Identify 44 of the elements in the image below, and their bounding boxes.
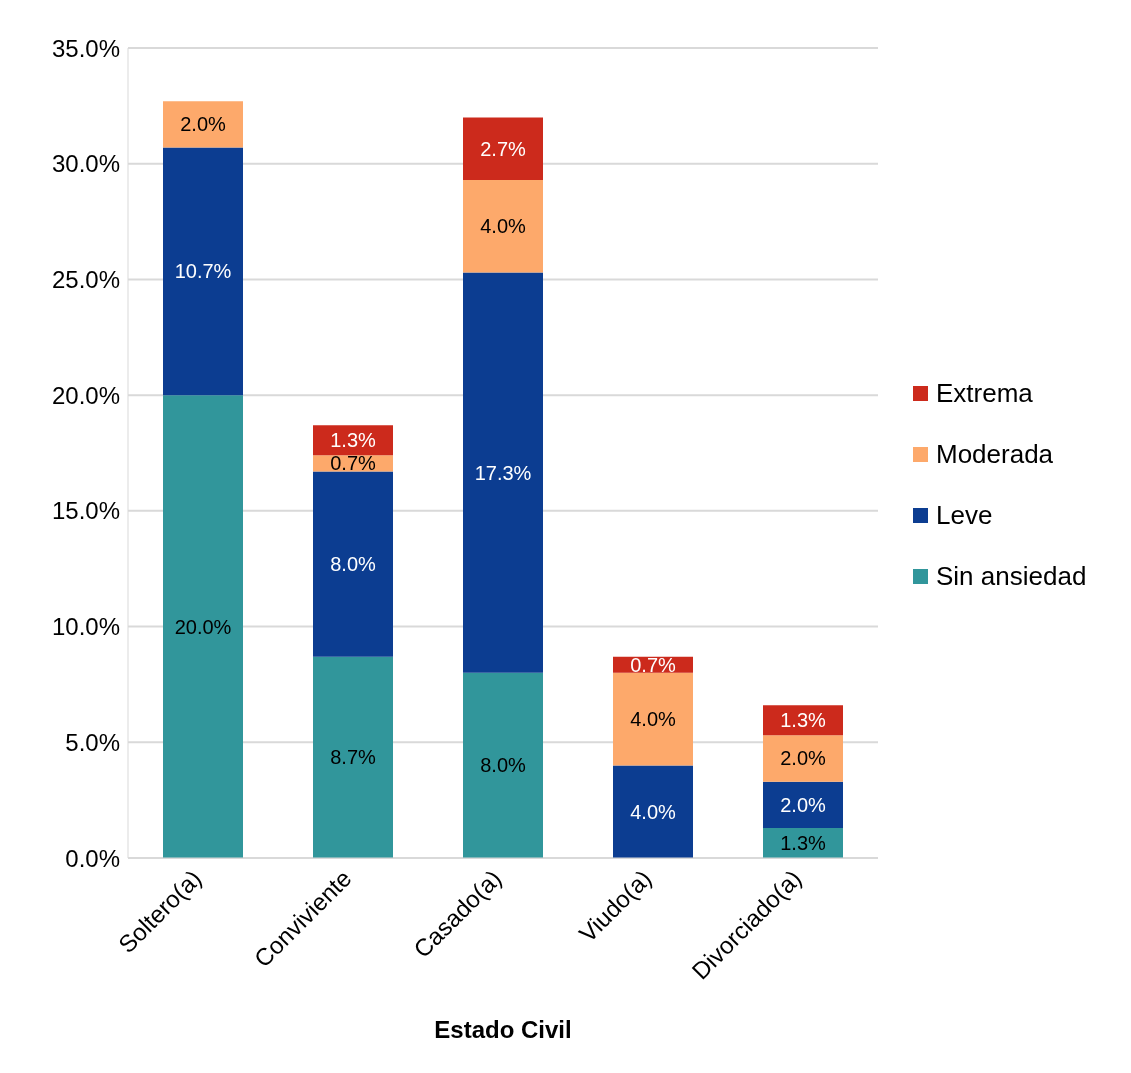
data-label: 4.0%: [630, 708, 677, 731]
bar: [313, 471, 393, 657]
bar: [613, 765, 693, 858]
x-axis-title: Estado Civil: [434, 1016, 572, 1043]
legend-label: Sin ansiedad: [936, 561, 1087, 592]
bar: [463, 179, 543, 273]
bar: [163, 147, 243, 396]
data-label: 0.7%: [330, 452, 377, 475]
legend-label: Moderada: [936, 439, 1054, 470]
data-label: 4.0%: [480, 215, 527, 238]
y-tick-label: 10.0%: [51, 613, 120, 641]
y-tick-label: 0.0%: [65, 844, 120, 872]
data-label: 2.7%: [480, 137, 527, 160]
data-label: 2.0%: [780, 793, 827, 816]
y-tick-label: 25.0%: [51, 265, 120, 293]
data-label: 17.3%: [474, 461, 532, 484]
y-tick-label: 5.0%: [65, 728, 120, 756]
bar: [313, 656, 393, 858]
y-tick-label: 30.0%: [51, 150, 120, 178]
bar: [763, 781, 843, 828]
data-label: 0.7%: [630, 653, 677, 676]
legend-label: Extrema: [936, 378, 1033, 409]
data-label: 8.0%: [480, 754, 527, 777]
bar: [163, 395, 243, 858]
legend-label: Leve: [936, 500, 993, 531]
data-label: 4.0%: [630, 800, 677, 823]
bar: [463, 672, 543, 858]
data-label: 1.3%: [780, 709, 827, 732]
data-label: 2.0%: [180, 113, 227, 136]
y-tick-label: 15.0%: [51, 497, 120, 525]
bar: [163, 101, 243, 148]
y-tick-label: 35.0%: [51, 34, 120, 62]
data-label: 1.3%: [330, 429, 377, 452]
data-label: 20.0%: [174, 615, 232, 638]
bar: [463, 117, 543, 180]
data-label: 2.0%: [780, 747, 827, 770]
y-tick-label: 20.0%: [51, 381, 120, 409]
data-label: 8.7%: [330, 746, 377, 769]
bar: [463, 272, 543, 673]
data-label: 10.7%: [174, 260, 232, 283]
bar: [763, 735, 843, 782]
data-label: 1.3%: [780, 831, 827, 854]
data-label: 8.0%: [330, 553, 377, 576]
bar: [613, 672, 693, 766]
